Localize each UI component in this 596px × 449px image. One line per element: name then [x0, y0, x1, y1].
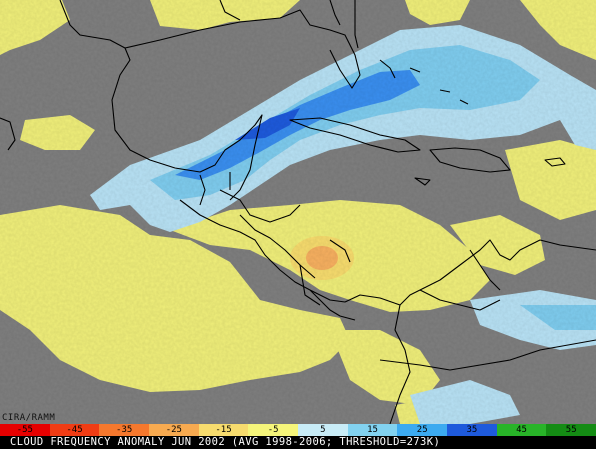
colorbar-cell: 45 — [496, 424, 547, 436]
caption-text: CLOUD FREQUENCY ANOMALY JUN 2002 (AVG 19… — [10, 436, 441, 448]
credit-label: CIRA/RAMM — [2, 413, 56, 423]
colorbar-label: 35 — [466, 425, 478, 435]
colorbar-cell: -55 — [0, 424, 50, 436]
noise-texture — [0, 0, 596, 424]
colorbar-label: 5 — [320, 425, 326, 435]
colorbar-label: 15 — [367, 425, 378, 435]
colorbar-cell: 15 — [347, 424, 398, 436]
colorbar-label: -45 — [66, 425, 83, 435]
colorbar-cell: 5 — [298, 424, 348, 436]
colorbar: -55 -45 -35 -25 -15 -5 5 15 25 35 45 55 — [0, 424, 596, 436]
colorbar-label: -35 — [116, 425, 133, 435]
colorbar-cell: -15 — [198, 424, 249, 436]
colorbar-label: 25 — [416, 425, 428, 435]
caption-bar: CLOUD FREQUENCY ANOMALY JUN 2002 (AVG 19… — [0, 436, 596, 449]
colorbar-cell: -25 — [149, 424, 199, 436]
colorbar-cell: 25 — [397, 424, 448, 436]
colorbar-cell: -35 — [99, 424, 150, 436]
colorbar-label: -15 — [215, 425, 232, 435]
anomaly-map — [0, 0, 596, 424]
colorbar-label: 45 — [516, 425, 527, 435]
colorbar-label: -25 — [165, 425, 182, 435]
colorbar-label: -55 — [16, 425, 33, 435]
coastlines — [0, 0, 596, 424]
colorbar-cell: 35 — [447, 424, 497, 436]
colorbar-label: 55 — [565, 425, 577, 435]
colorbar-label: -5 — [267, 425, 279, 435]
colorbar-cell: -5 — [248, 424, 299, 436]
colorbar-cell: 55 — [546, 424, 596, 436]
colorbar-cell: -45 — [49, 424, 100, 436]
